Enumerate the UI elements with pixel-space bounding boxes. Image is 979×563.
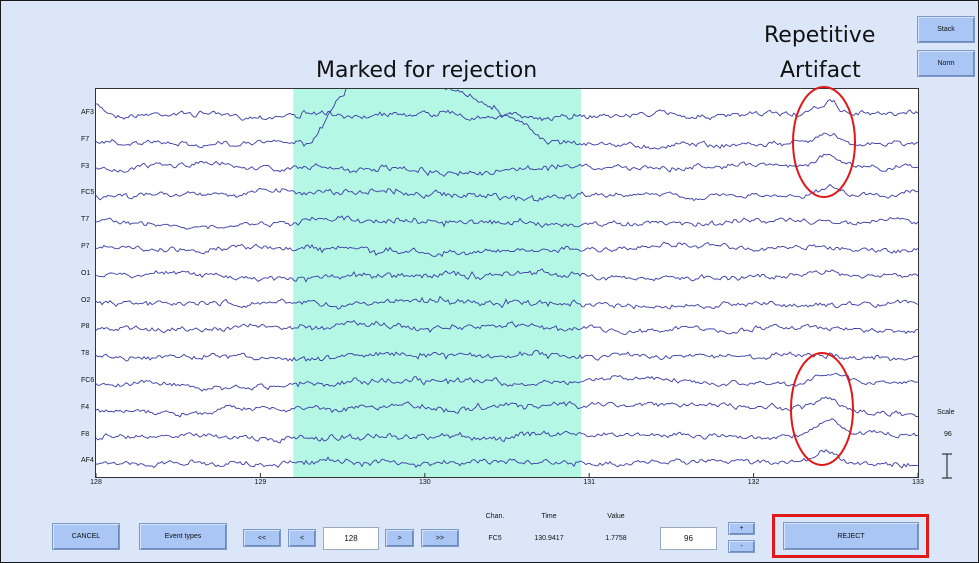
scale-increase-button[interactable]: + (728, 522, 755, 535)
channel-label-o1: O1 (81, 269, 91, 277)
x-tick-label-133: 133 (912, 479, 924, 486)
eeg-traces (96, 89, 918, 477)
channel-label-p8: P8 (81, 323, 90, 331)
position-input[interactable]: 128 (323, 527, 379, 550)
scale-value: 96 (944, 431, 952, 438)
channel-label-af3: AF3 (81, 109, 94, 116)
scale-input[interactable]: 96 (660, 527, 717, 550)
channel-label-t8: T8 (81, 350, 90, 358)
x-tick-label-128: 128 (90, 479, 102, 486)
repetitive-artifact-label-line2: Artifact (780, 58, 861, 83)
channel-label-p7: P7 (81, 243, 90, 250)
channel-label-t7: T7 (81, 216, 90, 224)
channel-label-f8: F8 (81, 430, 90, 438)
x-tick-label-129: 129 (254, 479, 267, 486)
trace-o2 (96, 295, 918, 310)
chan-header: Chan. (485, 513, 505, 520)
channel-label-af4: AF4 (81, 457, 94, 465)
eeg-plot-area[interactable] (95, 88, 919, 478)
event-types-button[interactable]: Event types (139, 523, 227, 550)
cancel-button[interactable]: CANCEL (52, 523, 120, 550)
trace-fc6 (96, 372, 918, 392)
x-tick-label-131: 131 (583, 479, 596, 486)
scroll-back-fast-button[interactable]: << (243, 529, 281, 547)
trace-p7 (96, 241, 918, 258)
trace-o1 (96, 268, 918, 283)
chan-readout: FC5 (488, 535, 502, 542)
value-header: Value (607, 513, 625, 520)
repetitive-artifact-label-line1: Repetitive (764, 23, 876, 48)
trace-t8 (96, 349, 918, 362)
stack-button[interactable]: Stack (917, 16, 975, 43)
reject-highlight-box (772, 514, 929, 558)
time-readout: 130.9417 (534, 535, 564, 542)
scroll-forward-button[interactable]: > (385, 529, 414, 547)
trace-fc5 (96, 183, 918, 202)
channel-label-fc5: FC5 (81, 189, 95, 197)
scroll-forward-fast-button[interactable]: >> (421, 529, 459, 547)
trace-f8 (96, 418, 918, 444)
scale-decrease-button[interactable]: - (728, 540, 755, 553)
reject-button[interactable]: REJECT (783, 522, 919, 550)
x-tick-label-132: 132 (747, 479, 760, 486)
channel-label-f3: F3 (81, 162, 90, 170)
channel-label-f4: F4 (81, 403, 90, 411)
scroll-back-button[interactable]: < (288, 529, 316, 547)
trace-p8 (96, 319, 918, 335)
trace-f4 (96, 396, 918, 418)
norm-button[interactable]: Norm (917, 50, 975, 77)
trace-f7 (96, 89, 918, 150)
marked-for-rejection-label: Marked for rejection (316, 58, 538, 83)
channel-label-f7: F7 (81, 135, 90, 143)
value-readout: 1.7758 (605, 535, 627, 542)
marked-rejection-region (293, 89, 581, 477)
trace-af4 (96, 449, 918, 469)
trace-t7 (96, 215, 918, 230)
channel-label-fc6: FC6 (81, 377, 95, 384)
x-tick-label-130: 130 (418, 479, 431, 486)
time-header: Time (541, 513, 557, 520)
scale-bar-icon (942, 453, 952, 479)
trace-af3 (96, 99, 918, 122)
trace-f3 (96, 153, 918, 178)
scale-label: Scale (937, 409, 955, 416)
channel-label-o2: O2 (81, 296, 91, 304)
